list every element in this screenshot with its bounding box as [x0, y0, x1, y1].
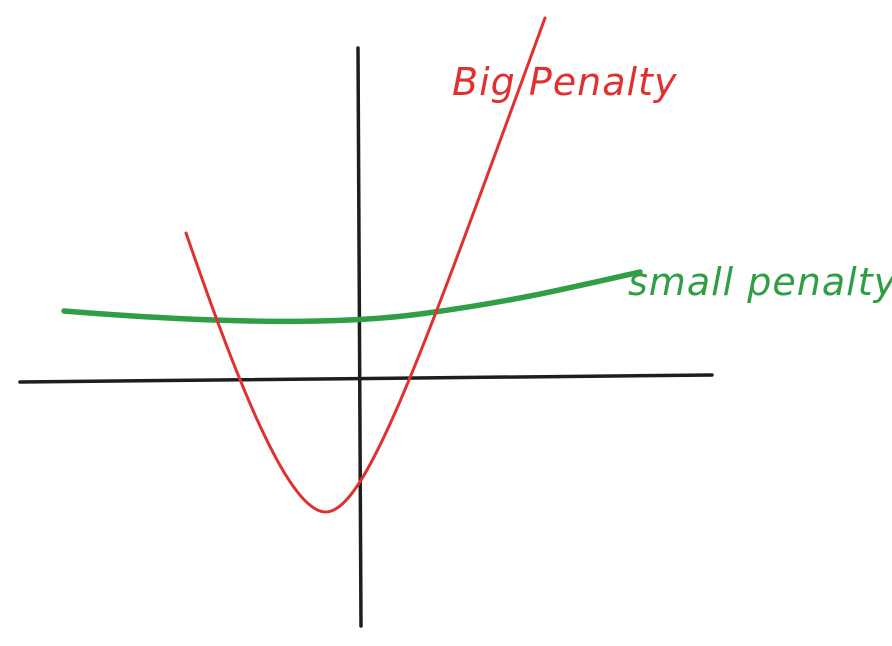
y-axis: [356, 46, 363, 628]
big-penalty-label: Big Penalty: [452, 60, 677, 104]
small-penalty-curve: [61, 269, 643, 325]
x-axis: [18, 373, 714, 384]
small-penalty-label: small penalty: [628, 260, 892, 304]
big-penalty-curve: [184, 16, 547, 514]
